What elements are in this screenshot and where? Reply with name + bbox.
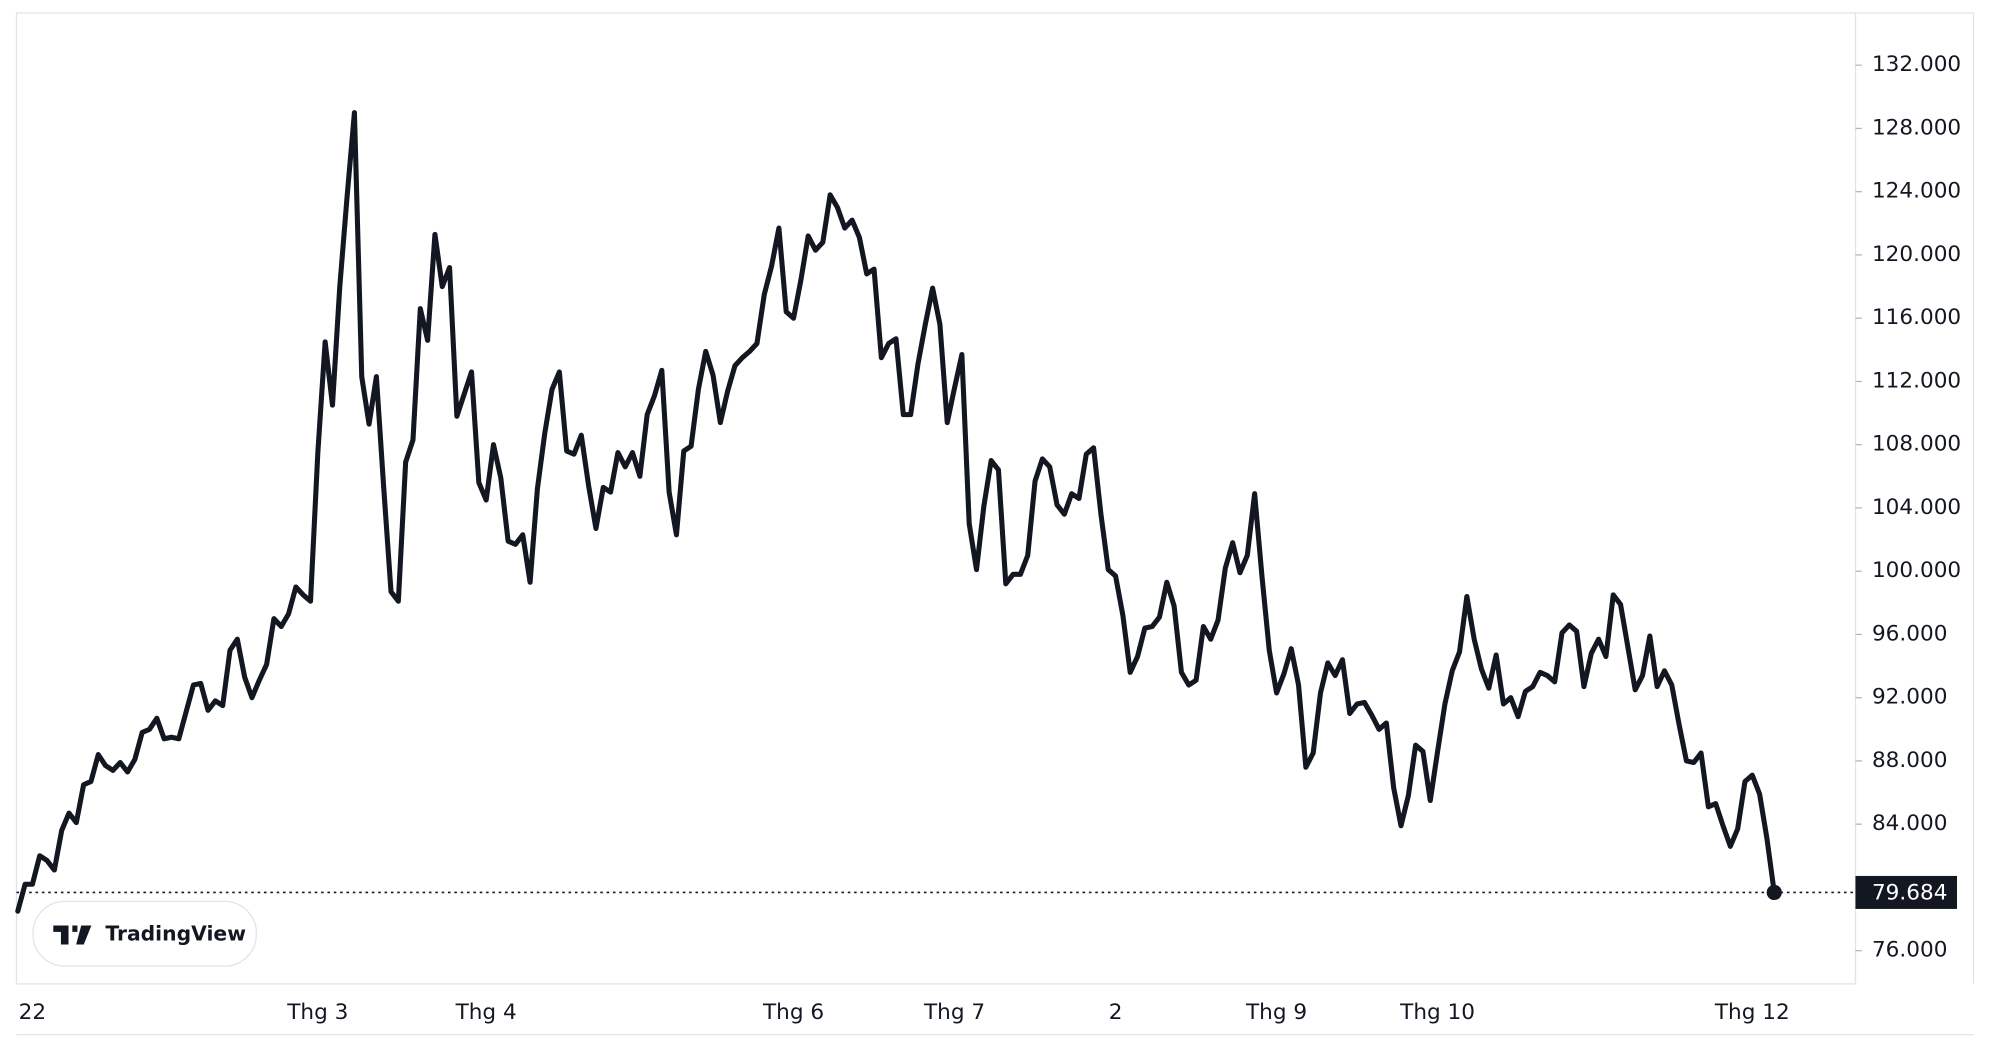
y-tick-label: 128.000 bbox=[1872, 115, 1961, 140]
logo-icon bbox=[53, 925, 92, 945]
x-tick-label: 22 bbox=[19, 1000, 46, 1025]
x-tick-label: Thg 4 bbox=[455, 1000, 517, 1025]
y-tick-label: 96.000 bbox=[1872, 621, 1947, 646]
y-tick-label: 84.000 bbox=[1872, 811, 1947, 836]
y-tick-label: 92.000 bbox=[1872, 685, 1947, 710]
x-tick-label: Thg 10 bbox=[1399, 1000, 1475, 1025]
x-tick-label: Thg 6 bbox=[762, 1000, 824, 1025]
x-tick-label: Thg 12 bbox=[1714, 1000, 1790, 1025]
watermark: TradingView bbox=[32, 900, 257, 967]
y-tick-label: 112.000 bbox=[1872, 368, 1961, 393]
y-tick-label: 88.000 bbox=[1872, 748, 1947, 773]
watermark-box bbox=[32, 900, 257, 967]
x-tick-label: Thg 7 bbox=[923, 1000, 985, 1025]
plot-frame bbox=[15, 12, 1857, 985]
x-tick-label: Thg 3 bbox=[286, 1000, 348, 1025]
price-tag bbox=[1855, 875, 1958, 909]
y-tick-label: 76.000 bbox=[1872, 938, 1947, 963]
x-tick-label: Thg 9 bbox=[1245, 1000, 1307, 1025]
watermark-text: TradingView bbox=[105, 921, 246, 945]
price-tag-label: 79.684 bbox=[1872, 881, 1947, 906]
price-line bbox=[15, 110, 1777, 914]
last-point bbox=[1766, 884, 1782, 901]
y-tick-label: 108.000 bbox=[1872, 432, 1961, 457]
y-tick-label: 124.000 bbox=[1872, 179, 1961, 204]
x-tick-label: 2 bbox=[1109, 1000, 1123, 1025]
y-tick-label: 116.000 bbox=[1872, 305, 1961, 330]
y-tick-label: 132.000 bbox=[1872, 52, 1961, 77]
y-tick-label: 120.000 bbox=[1872, 242, 1961, 267]
y-tick-label: 100.000 bbox=[1872, 558, 1961, 583]
y-tick-label: 104.000 bbox=[1872, 495, 1961, 520]
